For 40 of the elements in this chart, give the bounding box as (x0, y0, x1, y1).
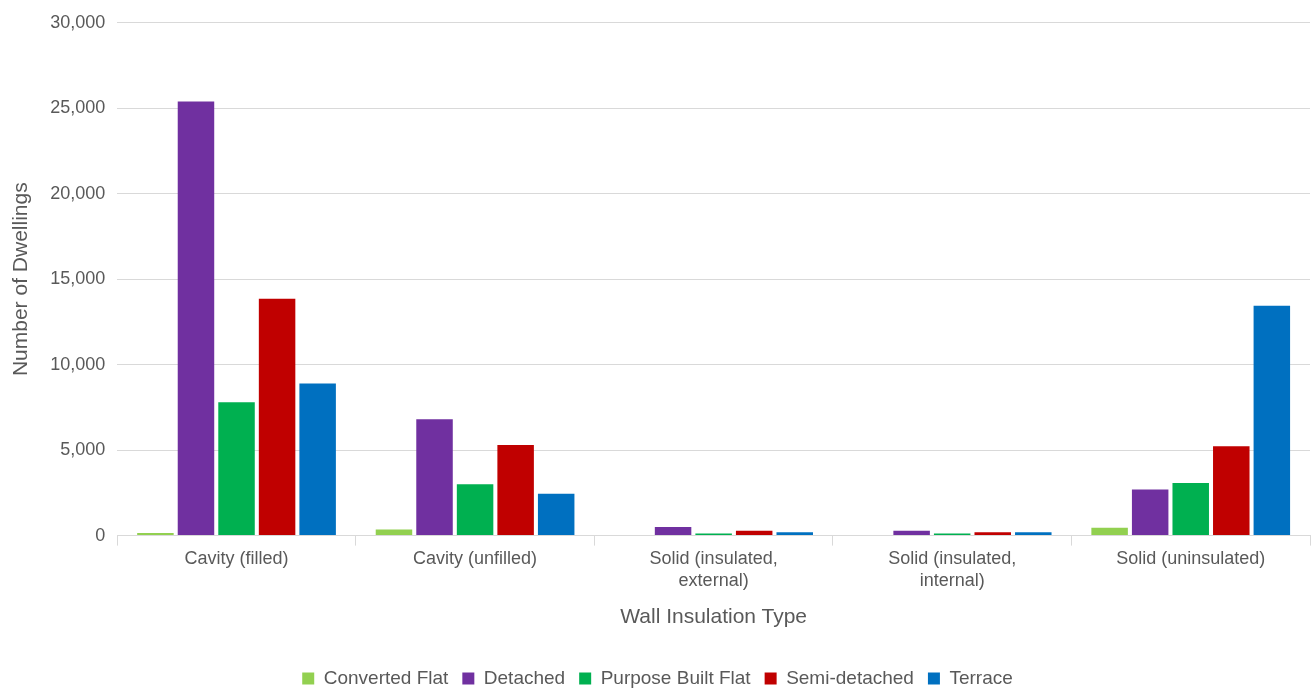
x-axis-title: Wall Insulation Type (620, 604, 808, 628)
y-tick-label: 0 (95, 524, 106, 545)
y-tick-label: 10,000 (50, 353, 106, 374)
bar (654, 526, 692, 536)
x-tick-label: Cavity (unfilled) (413, 548, 538, 569)
bar (1253, 305, 1291, 536)
x-tick-label: Cavity (filled) (184, 548, 289, 569)
y-tick-label: 15,000 (50, 268, 106, 289)
y-axis-title: Number of Dwellings (8, 182, 32, 377)
bar (375, 529, 413, 536)
x-tick-label: Solid (insulated, internal) (888, 548, 1017, 590)
y-tick-label: 20,000 (50, 182, 106, 203)
legend-label: Terrace (949, 666, 1013, 688)
y-tick-label: 25,000 (50, 97, 106, 118)
legend-label: Purpose Built Flat (600, 666, 752, 688)
bar (137, 533, 174, 536)
legend-label: Semi-detached (786, 666, 914, 688)
bar (416, 419, 453, 536)
bar (1015, 532, 1052, 536)
legend-label: Converted Flat (323, 666, 450, 688)
bar (537, 493, 575, 536)
x-tick-label: Solid (uninsulated) (1116, 548, 1266, 569)
y-tick-label: 30,000 (50, 11, 106, 32)
bar (299, 383, 336, 536)
bar (893, 530, 930, 536)
x-tick-label: Solid (insulated, external) (649, 548, 778, 590)
bar (1172, 482, 1209, 536)
bar (776, 532, 813, 536)
bar (258, 298, 296, 536)
y-tick-label: 5,000 (60, 439, 106, 460)
bar (1213, 446, 1250, 536)
bar (218, 402, 255, 536)
bar (1131, 489, 1169, 536)
bar (177, 101, 215, 536)
bar (497, 445, 534, 536)
bar (735, 530, 773, 536)
bar (1091, 527, 1128, 536)
bar (456, 484, 494, 536)
legend-label: Detached (483, 666, 566, 688)
bar (974, 532, 1011, 536)
